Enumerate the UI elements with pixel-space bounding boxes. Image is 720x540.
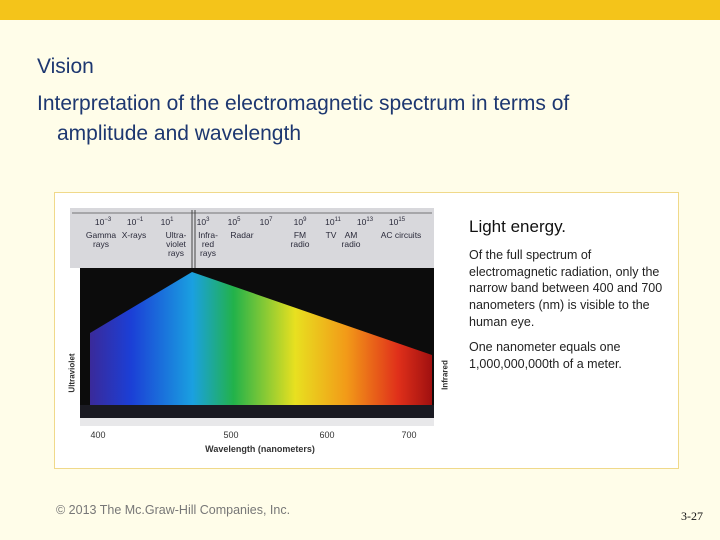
scale-exponent: 5 [237, 217, 241, 223]
band-label: Infra- red rays [198, 230, 218, 258]
scale-base: 10 [259, 216, 270, 227]
caption-paragraph: One nanometer equals one 1,000,000,000th… [469, 340, 622, 371]
band-label: Radar [230, 230, 254, 240]
scale-base: 10 [293, 216, 304, 227]
band-label: AC circuits [380, 230, 422, 240]
spectrum-figure [70, 208, 434, 426]
band-label: Ultra- violet rays [165, 230, 187, 258]
band-label: TV [325, 230, 337, 240]
band-label: X-rays [121, 230, 147, 240]
side-label: Infrared [440, 360, 450, 390]
scale-exponent: 7 [269, 217, 273, 223]
spectrum [90, 272, 432, 405]
band-label: AM radio [341, 230, 361, 249]
scale-base: 10 [388, 216, 399, 227]
scale-exponent: 13 [366, 217, 374, 223]
wavelength-tick: 700 [401, 430, 417, 440]
copyright: © 2013 The Mc.Graw-Hill Companies, Inc. [56, 503, 291, 517]
scale-exponent: 9 [303, 217, 307, 223]
scale-exponent: −3 [104, 217, 112, 223]
caption-paragraph: Of the full spectrum of electromagnetic … [469, 248, 663, 329]
scale-exponent: 15 [398, 217, 406, 223]
side-label: Ultraviolet [67, 353, 77, 393]
scale-label: 1013 [357, 216, 373, 227]
wavelength-tick: 600 [319, 430, 335, 440]
page-number: 3-27 [681, 509, 703, 523]
scale-base: 10 [94, 216, 105, 227]
scale-base: 10 [227, 216, 238, 227]
caption-heading: Light energy. [469, 217, 567, 236]
wavelength-tick: 500 [223, 430, 239, 440]
scale-label: 10−3 [95, 216, 111, 227]
scale-label: 109 [294, 216, 307, 227]
title: Vision [37, 55, 94, 78]
scale-base: 10 [196, 216, 207, 227]
scale-exponent: 11 [334, 217, 341, 223]
dark-bar [80, 405, 434, 418]
scale-base: 10 [356, 216, 367, 227]
band-label: FM radio [290, 230, 310, 249]
scale-base: 10 [160, 216, 171, 227]
scale-band [70, 208, 434, 268]
axis-label: Wavelength (nanometers) [205, 444, 315, 454]
scale-label: 10−1 [127, 216, 143, 227]
scale-label: 103 [197, 216, 210, 227]
scale-label: 105 [228, 216, 241, 227]
scale-exponent: −1 [136, 217, 144, 223]
scale-base: 10 [126, 216, 137, 227]
scale-label: 1015 [389, 216, 405, 227]
top-bar [0, 0, 720, 20]
scale-exponent: 1 [170, 217, 174, 223]
band-label: Gamma rays [85, 230, 117, 249]
subtitle: Interpretation of the electromagnetic sp… [37, 92, 570, 145]
scale-base: 10 [325, 216, 335, 227]
scale-label: 107 [260, 216, 273, 227]
scale-label: 101 [161, 216, 174, 227]
tick-band [80, 418, 434, 426]
scale-label: 1011 [325, 216, 341, 227]
scale-exponent: 3 [206, 217, 210, 223]
wavelength-tick: 400 [90, 430, 106, 440]
